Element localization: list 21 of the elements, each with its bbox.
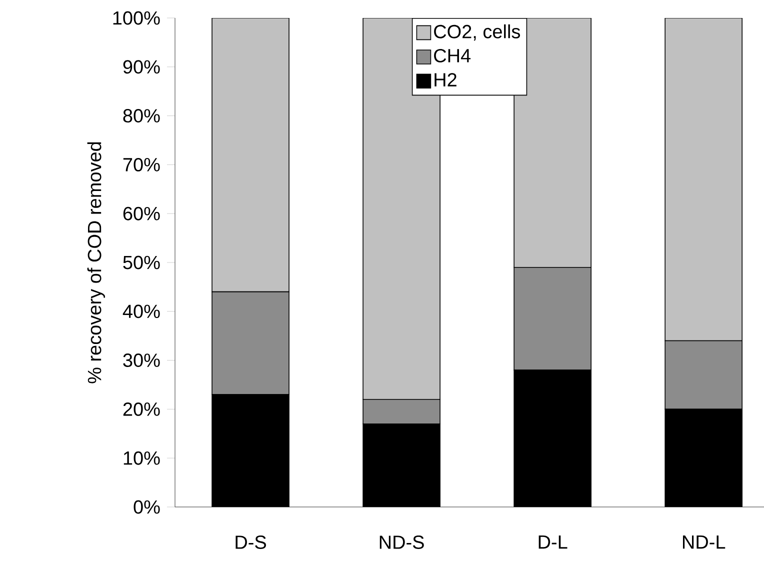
y-tick-label: 10% <box>124 451 160 465</box>
y-tick-label: 30% <box>123 354 160 368</box>
y-tick-label: 50% <box>123 256 160 270</box>
legend-label: H2 <box>434 73 456 86</box>
y-tick-label: 20% <box>123 402 160 416</box>
y-tick-label: 60% <box>123 206 160 220</box>
legend-label: CO2, cells <box>434 24 520 41</box>
x-tick-label: D-L <box>538 536 568 549</box>
x-tick-label: D-S <box>236 536 266 549</box>
y-tick-label: 100% <box>113 11 160 25</box>
y-tick-label: 80% <box>123 109 160 123</box>
x-tick-label: ND-S <box>380 536 424 549</box>
y-tick-label: 40% <box>122 304 160 318</box>
y-axis-title: % recovery of COD removed <box>87 142 106 384</box>
y-tick-label: 0% <box>134 500 160 514</box>
legend-label: CH4 <box>434 48 471 62</box>
bar <box>664 18 743 342</box>
y-tick-label: 70% <box>123 158 160 172</box>
y-tick-label: 90% <box>123 60 160 74</box>
x-tick-label: ND-L <box>682 536 726 549</box>
bar <box>212 18 290 292</box>
